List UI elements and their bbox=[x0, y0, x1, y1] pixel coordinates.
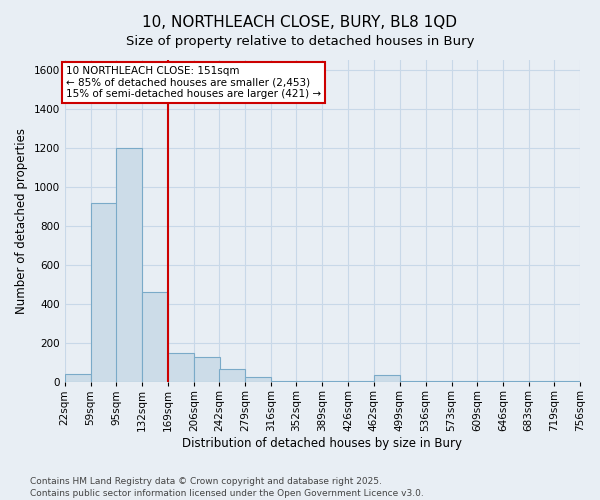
Text: 10 NORTHLEACH CLOSE: 151sqm
← 85% of detached houses are smaller (2,453)
15% of : 10 NORTHLEACH CLOSE: 151sqm ← 85% of det… bbox=[66, 66, 321, 99]
Text: Size of property relative to detached houses in Bury: Size of property relative to detached ho… bbox=[126, 35, 474, 48]
Bar bbox=[168, 353, 194, 382]
Bar bbox=[245, 378, 271, 382]
X-axis label: Distribution of detached houses by size in Bury: Distribution of detached houses by size … bbox=[182, 437, 463, 450]
Bar bbox=[374, 374, 400, 382]
Bar bbox=[116, 148, 142, 382]
Bar bbox=[65, 374, 91, 382]
Text: Contains HM Land Registry data © Crown copyright and database right 2025.
Contai: Contains HM Land Registry data © Crown c… bbox=[30, 476, 424, 498]
Bar bbox=[91, 202, 116, 382]
Bar bbox=[219, 368, 245, 382]
Y-axis label: Number of detached properties: Number of detached properties bbox=[15, 128, 28, 314]
Bar bbox=[142, 292, 168, 382]
Text: 10, NORTHLEACH CLOSE, BURY, BL8 1QD: 10, NORTHLEACH CLOSE, BURY, BL8 1QD bbox=[143, 15, 458, 30]
Bar bbox=[194, 357, 220, 382]
